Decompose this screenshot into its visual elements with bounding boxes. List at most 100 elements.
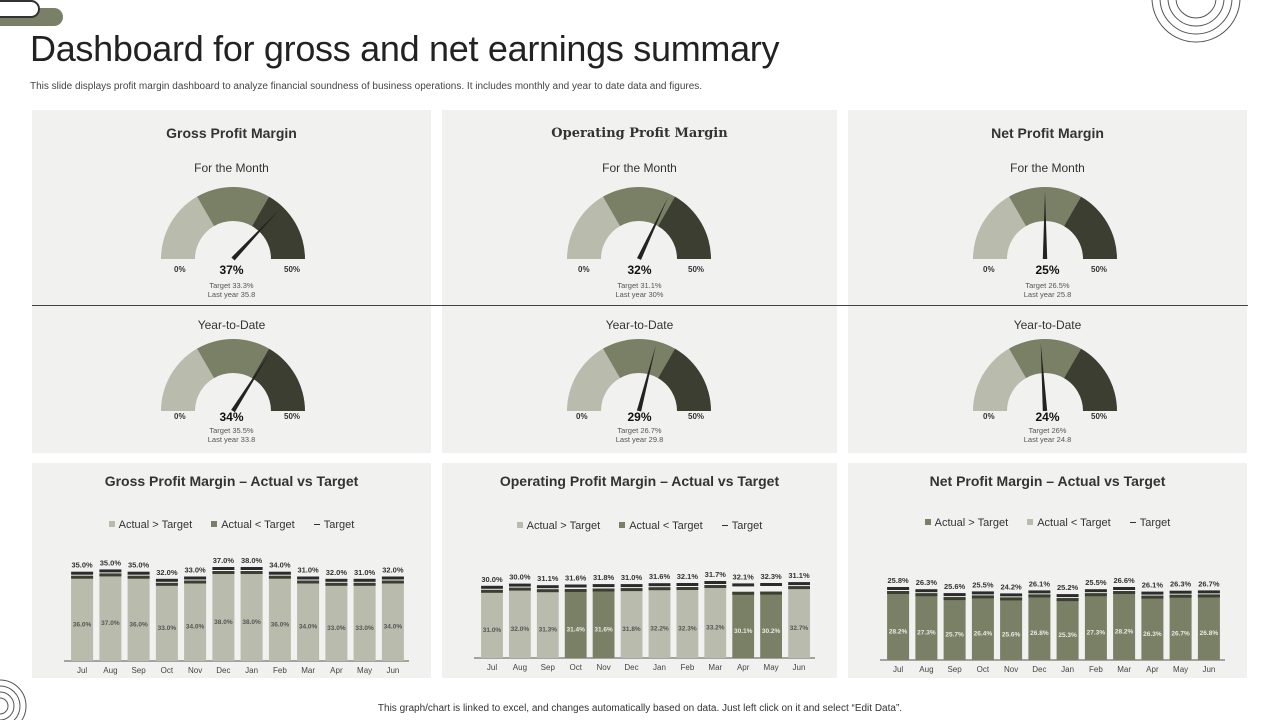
target-label: 26.1% [1029, 579, 1051, 588]
actual-label: 28.2% [1115, 629, 1134, 636]
target-label: 31.1% [788, 571, 810, 580]
bar-cap [71, 575, 94, 579]
target-label: 38.0% [241, 556, 263, 565]
target-label: 26.6% [1113, 576, 1135, 585]
bar-cap [564, 589, 587, 592]
target-label: 31.7% [705, 570, 727, 579]
legend-label: Actual > Target [526, 520, 601, 532]
gauge-segment-low [973, 348, 1026, 411]
actual-label: 36.0% [73, 621, 92, 628]
x-tick-label: Feb [1089, 665, 1103, 674]
decorative-rings-icon [1151, 0, 1241, 43]
legend-item: Target [1129, 517, 1170, 529]
gauge-dial [567, 187, 711, 260]
actual-label: 34.0% [186, 624, 205, 631]
target-label: 30.0% [509, 573, 531, 582]
gauge-min-label: 0% [983, 412, 995, 421]
target-label: 25.5% [1085, 578, 1107, 587]
target-label: 25.5% [972, 580, 994, 589]
gauge-target: Target 26.5% [1025, 281, 1070, 290]
target-label: 33.0% [184, 566, 206, 575]
bar-cap [732, 591, 755, 595]
target-marker [481, 585, 503, 589]
bar-cap [509, 587, 531, 591]
chart-panel-gross: Gross Profit Margin – Actual vs Target A… [32, 463, 431, 678]
target-marker [212, 567, 235, 570]
actual-label: 33.0% [355, 625, 374, 632]
target-label: 32.0% [156, 568, 178, 577]
target-label: 32.0% [326, 568, 348, 577]
gauge-segment-mid [197, 187, 269, 227]
actual-label: 26.8% [1030, 630, 1049, 637]
x-tick-label: Jul [893, 665, 903, 674]
x-tick-label: Dec [216, 666, 230, 675]
bar-actual [592, 588, 615, 658]
target-label: 32.3% [760, 572, 782, 581]
x-tick-label: Oct [161, 666, 174, 675]
legend-item: Target [313, 519, 354, 531]
actual-label: 25.7% [945, 632, 964, 639]
gauge-last-year: Last year 29.8 [615, 435, 664, 444]
x-tick-label: Jun [1202, 665, 1215, 674]
bar-actual [1056, 598, 1079, 660]
bar-cap [1141, 595, 1164, 599]
gauge-dial [567, 339, 711, 412]
legend-swatch [1129, 522, 1136, 523]
actual-label: 28.2% [889, 629, 908, 636]
x-tick-label: Jan [653, 663, 666, 672]
gauge-last-year: Last year 35.8 [207, 290, 256, 299]
bar-cap [1056, 598, 1079, 602]
target-marker [325, 578, 348, 582]
gauge-last-year: Last year 33.8 [207, 435, 256, 444]
gauge-target: Target 35.5% [209, 426, 254, 435]
panel-title: Net Profit Margin [991, 125, 1104, 141]
gauge-value: 34% [219, 410, 244, 424]
x-tick-label: Jun [793, 663, 806, 672]
x-tick-label: Apr [737, 663, 750, 672]
gauge-min-label: 0% [174, 412, 186, 421]
x-tick-label: Feb [681, 663, 695, 672]
gauge-dial [161, 339, 305, 413]
gauge-label: For the Month [194, 161, 269, 175]
gauge-max-label: 50% [284, 412, 301, 421]
bar-cap [943, 597, 966, 601]
gauge-needle [1042, 191, 1048, 259]
bar-cap [127, 575, 150, 579]
target-marker [1113, 587, 1136, 590]
bar-actual [536, 589, 559, 658]
actual-label: 31.0% [483, 627, 502, 634]
gauge-ytd [972, 338, 1118, 414]
target-label: 31.6% [649, 572, 671, 581]
target-label: 35.0% [128, 561, 150, 570]
bar-cap [1084, 593, 1107, 597]
target-label: 31.0% [621, 573, 643, 582]
bar-cap [353, 582, 376, 586]
gauge-needle [637, 197, 668, 260]
target-marker [971, 591, 994, 595]
bar-cap [1000, 597, 1023, 601]
gauge-target: Target 26% [1028, 426, 1067, 435]
target-label: 25.6% [944, 582, 966, 591]
bar-actual [481, 589, 503, 658]
bar-actual [704, 585, 727, 658]
legend-item: Actual > Target [516, 520, 601, 532]
bar-cap [676, 587, 699, 590]
target-marker [1197, 590, 1220, 594]
bar-cap [648, 587, 671, 591]
target-label: 31.0% [297, 566, 319, 575]
gauge-target: Target 33.3% [209, 281, 254, 290]
actual-label: 27.3% [1087, 630, 1106, 637]
gauge-value: 25% [1035, 263, 1060, 277]
bar-cap [887, 591, 910, 594]
x-tick-label: Jul [77, 666, 87, 675]
gauge-needle [1040, 343, 1048, 412]
x-tick-label: Sep [947, 665, 962, 674]
target-marker [71, 571, 94, 575]
legend-label: Actual > Target [934, 517, 1009, 529]
bar-actual [268, 575, 291, 661]
chart-panel-operating: Operating Profit Margin – Actual vs Targ… [442, 463, 837, 678]
gauge-segment-mid [603, 187, 675, 227]
target-marker [592, 584, 615, 588]
actual-label: 34.0% [299, 624, 318, 631]
target-marker [760, 583, 782, 586]
